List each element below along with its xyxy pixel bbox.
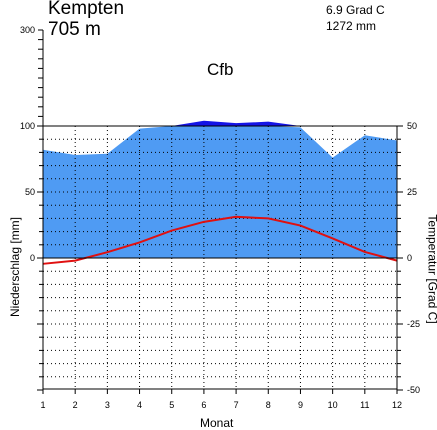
- precip-tick-label: 50: [25, 187, 35, 197]
- x-axis-label: Monat: [200, 416, 234, 430]
- y-axis-label-left: Niederschlag [mm]: [8, 216, 23, 318]
- y-axis-label-right: Temperatur [Grad C]: [425, 214, 437, 324]
- x-tick-label: 10: [328, 400, 338, 410]
- x-tick-label: 11: [360, 400, 369, 410]
- temp-tick-label: 0: [407, 253, 412, 263]
- precipitation-layer: [43, 120, 397, 258]
- annual-precipitation: 1272 mm: [326, 19, 377, 33]
- station-name: Kempten: [48, 0, 125, 19]
- station-elevation: 705 m: [48, 19, 101, 40]
- x-tick-label: 3: [105, 400, 110, 410]
- x-tick-label: 1: [40, 400, 45, 410]
- temp-tick-label: 25: [407, 187, 417, 197]
- precipitation-excess-area: [43, 120, 397, 126]
- x-tick-label: 8: [266, 400, 271, 410]
- climate-class: Cfb: [207, 60, 234, 79]
- precip-tick-label: 300: [20, 25, 35, 35]
- temperature-layer: [42, 215, 398, 265]
- temp-tick-label: 50: [407, 121, 417, 131]
- x-tick-label: 4: [137, 400, 142, 410]
- x-tick-label: 2: [73, 400, 78, 410]
- temp-tick-label: -25: [407, 319, 420, 329]
- x-tick-label: 9: [298, 400, 303, 410]
- mean-temperature: 6.9 Grad C: [326, 3, 385, 17]
- temperature-line: [42, 215, 398, 265]
- x-tick-label: 6: [201, 400, 206, 410]
- precip-tick-label: 0: [30, 253, 35, 263]
- x-tick-label: 12: [392, 400, 402, 410]
- temp-tick-label: -50: [407, 385, 420, 395]
- precip-tick-label: 100: [20, 121, 35, 131]
- x-tick-label: 7: [234, 400, 239, 410]
- x-tick-label: 5: [169, 400, 174, 410]
